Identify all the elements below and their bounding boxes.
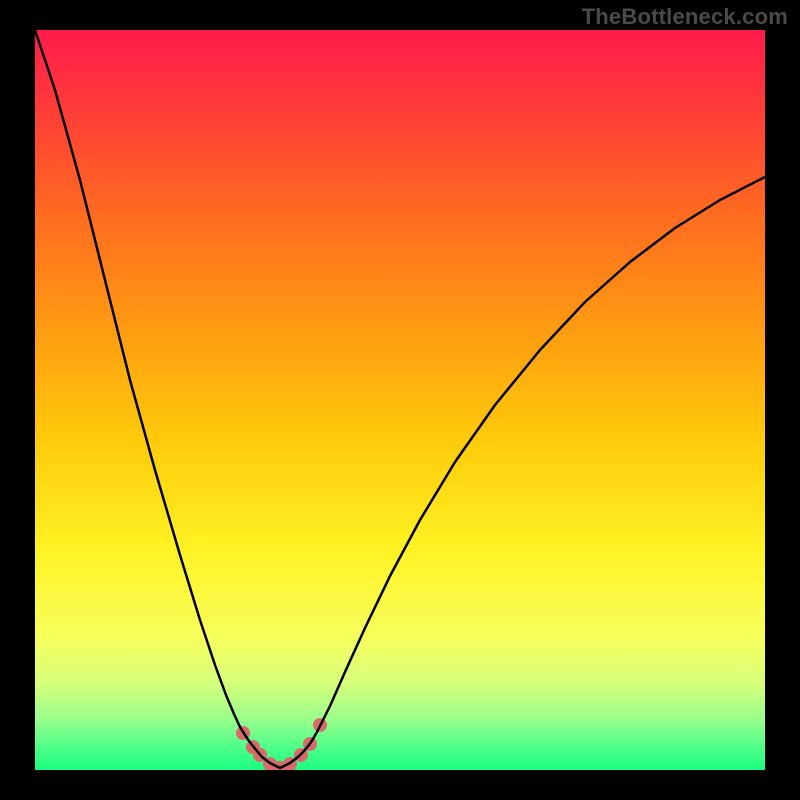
curve-left [35,30,321,768]
curve-right [321,177,765,724]
watermark-text: TheBottleneck.com [582,4,788,30]
chart-root: TheBottleneck.com [0,0,800,800]
plot-area [35,30,765,770]
dots-group [236,718,327,770]
curve-layer [35,30,765,770]
